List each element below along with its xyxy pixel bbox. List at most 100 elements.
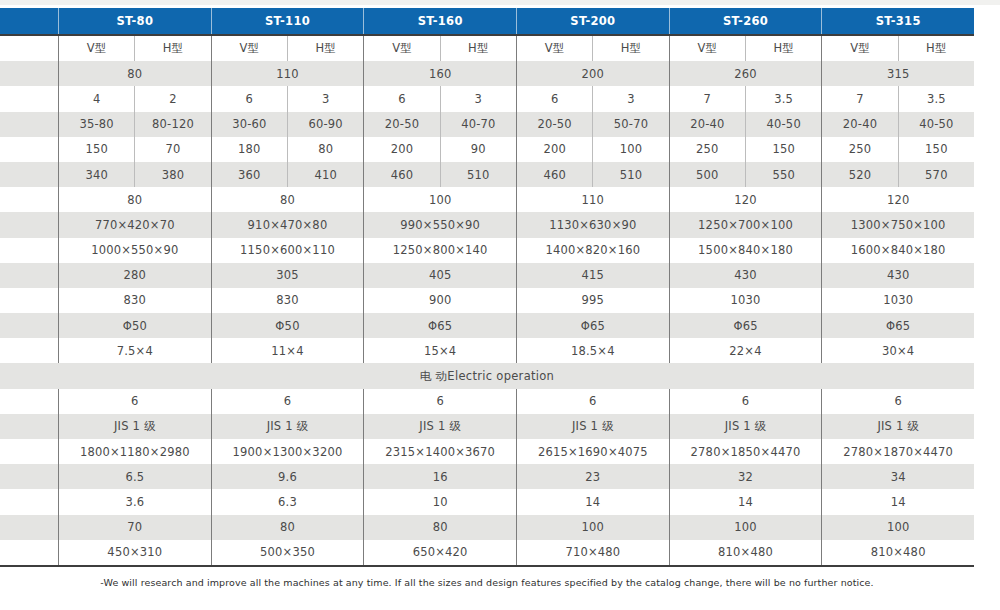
spec-cell: 430 [821,263,974,288]
type-header-h: H型 [898,36,974,61]
type-header-v: V型 [517,36,592,61]
spec-cell-group: 20-5050-70 [516,112,669,137]
model-header: ST-160 [363,8,516,34]
row-label-cell [0,137,58,162]
spec-cell: 14 [669,489,822,514]
spec-cell: 1000×550×90 [58,238,211,263]
spec-cell: 6.5 [58,464,211,489]
table-row: JIS 1 级JIS 1 级JIS 1 级JIS 1 级JIS 1 级JIS 1… [0,414,974,439]
spec-cell: JIS 1 级 [821,414,974,439]
spec-cell-h: 40-70 [440,112,516,137]
row-label-cell [0,313,58,338]
spec-cell-v: 360 [212,162,287,187]
spec-cell-group: 63 [516,86,669,111]
spec-cell: 1800×1180×2980 [58,439,211,464]
spec-cell: 500×350 [211,540,364,565]
spec-cell: 830 [58,288,211,313]
spec-cell-group: 20-4040-50 [821,112,974,137]
type-header-group: V型H型 [363,36,516,61]
spec-cell-h: 50-70 [592,112,668,137]
spec-cell-v: 6 [517,86,592,111]
table-row: 280305405415430430 [0,263,974,288]
table-row: 35-8080-12030-6060-9020-5040-7020-5050-7… [0,112,974,137]
spec-cell: 14 [821,489,974,514]
type-header-group: V型H型 [58,36,211,61]
spec-cell-group: 15070 [58,137,211,162]
row-label-cell [0,212,58,237]
model-header: ST-80 [58,8,211,34]
row-label-cell [0,162,58,187]
spec-cell: 1400×820×160 [516,238,669,263]
spec-cell: 7.5×4 [58,338,211,363]
type-header-h: H型 [134,36,210,61]
spec-cell: 11×4 [211,338,364,363]
spec-cell-group: 63 [363,86,516,111]
spec-cell: 30×4 [821,338,974,363]
spec-cell: Φ50 [58,313,211,338]
spec-cell: 1130×630×90 [516,212,669,237]
row-label-cell [0,439,58,464]
row-label-cell [0,515,58,540]
catalog-page: ST-80ST-110ST-160ST-200ST-260ST-315V型H型V… [0,0,1000,610]
spec-cell-h: 150 [898,137,974,162]
type-header-h: H型 [745,36,821,61]
spec-cell: 6 [58,389,211,414]
spec-cell-h: 3 [440,86,516,111]
spec-cell: 18.5×4 [516,338,669,363]
spec-cell: 810×480 [669,540,822,565]
spec-cell: 2780×1870×4470 [821,439,974,464]
spec-cell: Φ65 [669,313,822,338]
spec-cell: 315 [821,61,974,86]
table-row: 340380360410460510460510500550520570 [0,162,974,187]
row-label-cell [0,112,58,137]
spec-cell-v: 20-40 [670,112,745,137]
spec-cell-h: 550 [745,162,821,187]
spec-cell: 1030 [669,288,822,313]
spec-cell: 900 [363,288,516,313]
type-header-v: V型 [670,36,745,61]
spec-cell-group: 250150 [821,137,974,162]
spec-cell: 990×550×90 [363,212,516,237]
spec-cell: 6 [669,389,822,414]
spec-cell: 80 [211,187,364,212]
row-label-cell [0,389,58,414]
spec-cell-group: 63 [211,86,364,111]
spec-cell-v: 460 [517,162,592,187]
spec-cell: 1250×700×100 [669,212,822,237]
spec-cell-h: 90 [440,137,516,162]
spec-cell: 2315×1400×3670 [363,439,516,464]
table-row: 1800×1180×29801900×1300×32002315×1400×36… [0,439,974,464]
spec-cell: 6 [363,389,516,414]
spec-cell-group: 18080 [211,137,364,162]
spec-cell: 6.3 [211,489,364,514]
footnote: -We will research and improve all the ma… [0,577,974,588]
spec-cell-group: 20-4040-50 [669,112,822,137]
spec-cell: 910×470×80 [211,212,364,237]
spec-cell: 2615×1690×4075 [516,439,669,464]
spec-cell: 120 [821,187,974,212]
spec-cell: JIS 1 级 [58,414,211,439]
spec-cell: 10 [363,489,516,514]
spec-cell-h: 510 [440,162,516,187]
spec-cell-group: 200100 [516,137,669,162]
spec-cell: 1030 [821,288,974,313]
spec-cell-h: 3 [592,86,668,111]
spec-cell-group: 520570 [821,162,974,187]
spec-cell-h: 150 [745,137,821,162]
spec-cell-v: 150 [59,137,134,162]
spec-cell: 2780×1850×4470 [669,439,822,464]
row-label-cell [0,464,58,489]
spec-cell-group: 73.5 [669,86,822,111]
table-row: 770×420×70910×470×80990×550×901130×630×9… [0,212,974,237]
spec-cell-group: 460510 [363,162,516,187]
row-label-cell [0,61,58,86]
spec-cell: 1150×600×110 [211,238,364,263]
row-label-cell [0,36,58,61]
spec-cell: 280 [58,263,211,288]
spec-cell: 100 [516,515,669,540]
table-row: 6.59.616233234 [0,464,974,489]
spec-cell-group: 30-6060-90 [211,112,364,137]
spec-cell-h: 60-90 [287,112,363,137]
row-label-cell [0,187,58,212]
spec-cell: 305 [211,263,364,288]
